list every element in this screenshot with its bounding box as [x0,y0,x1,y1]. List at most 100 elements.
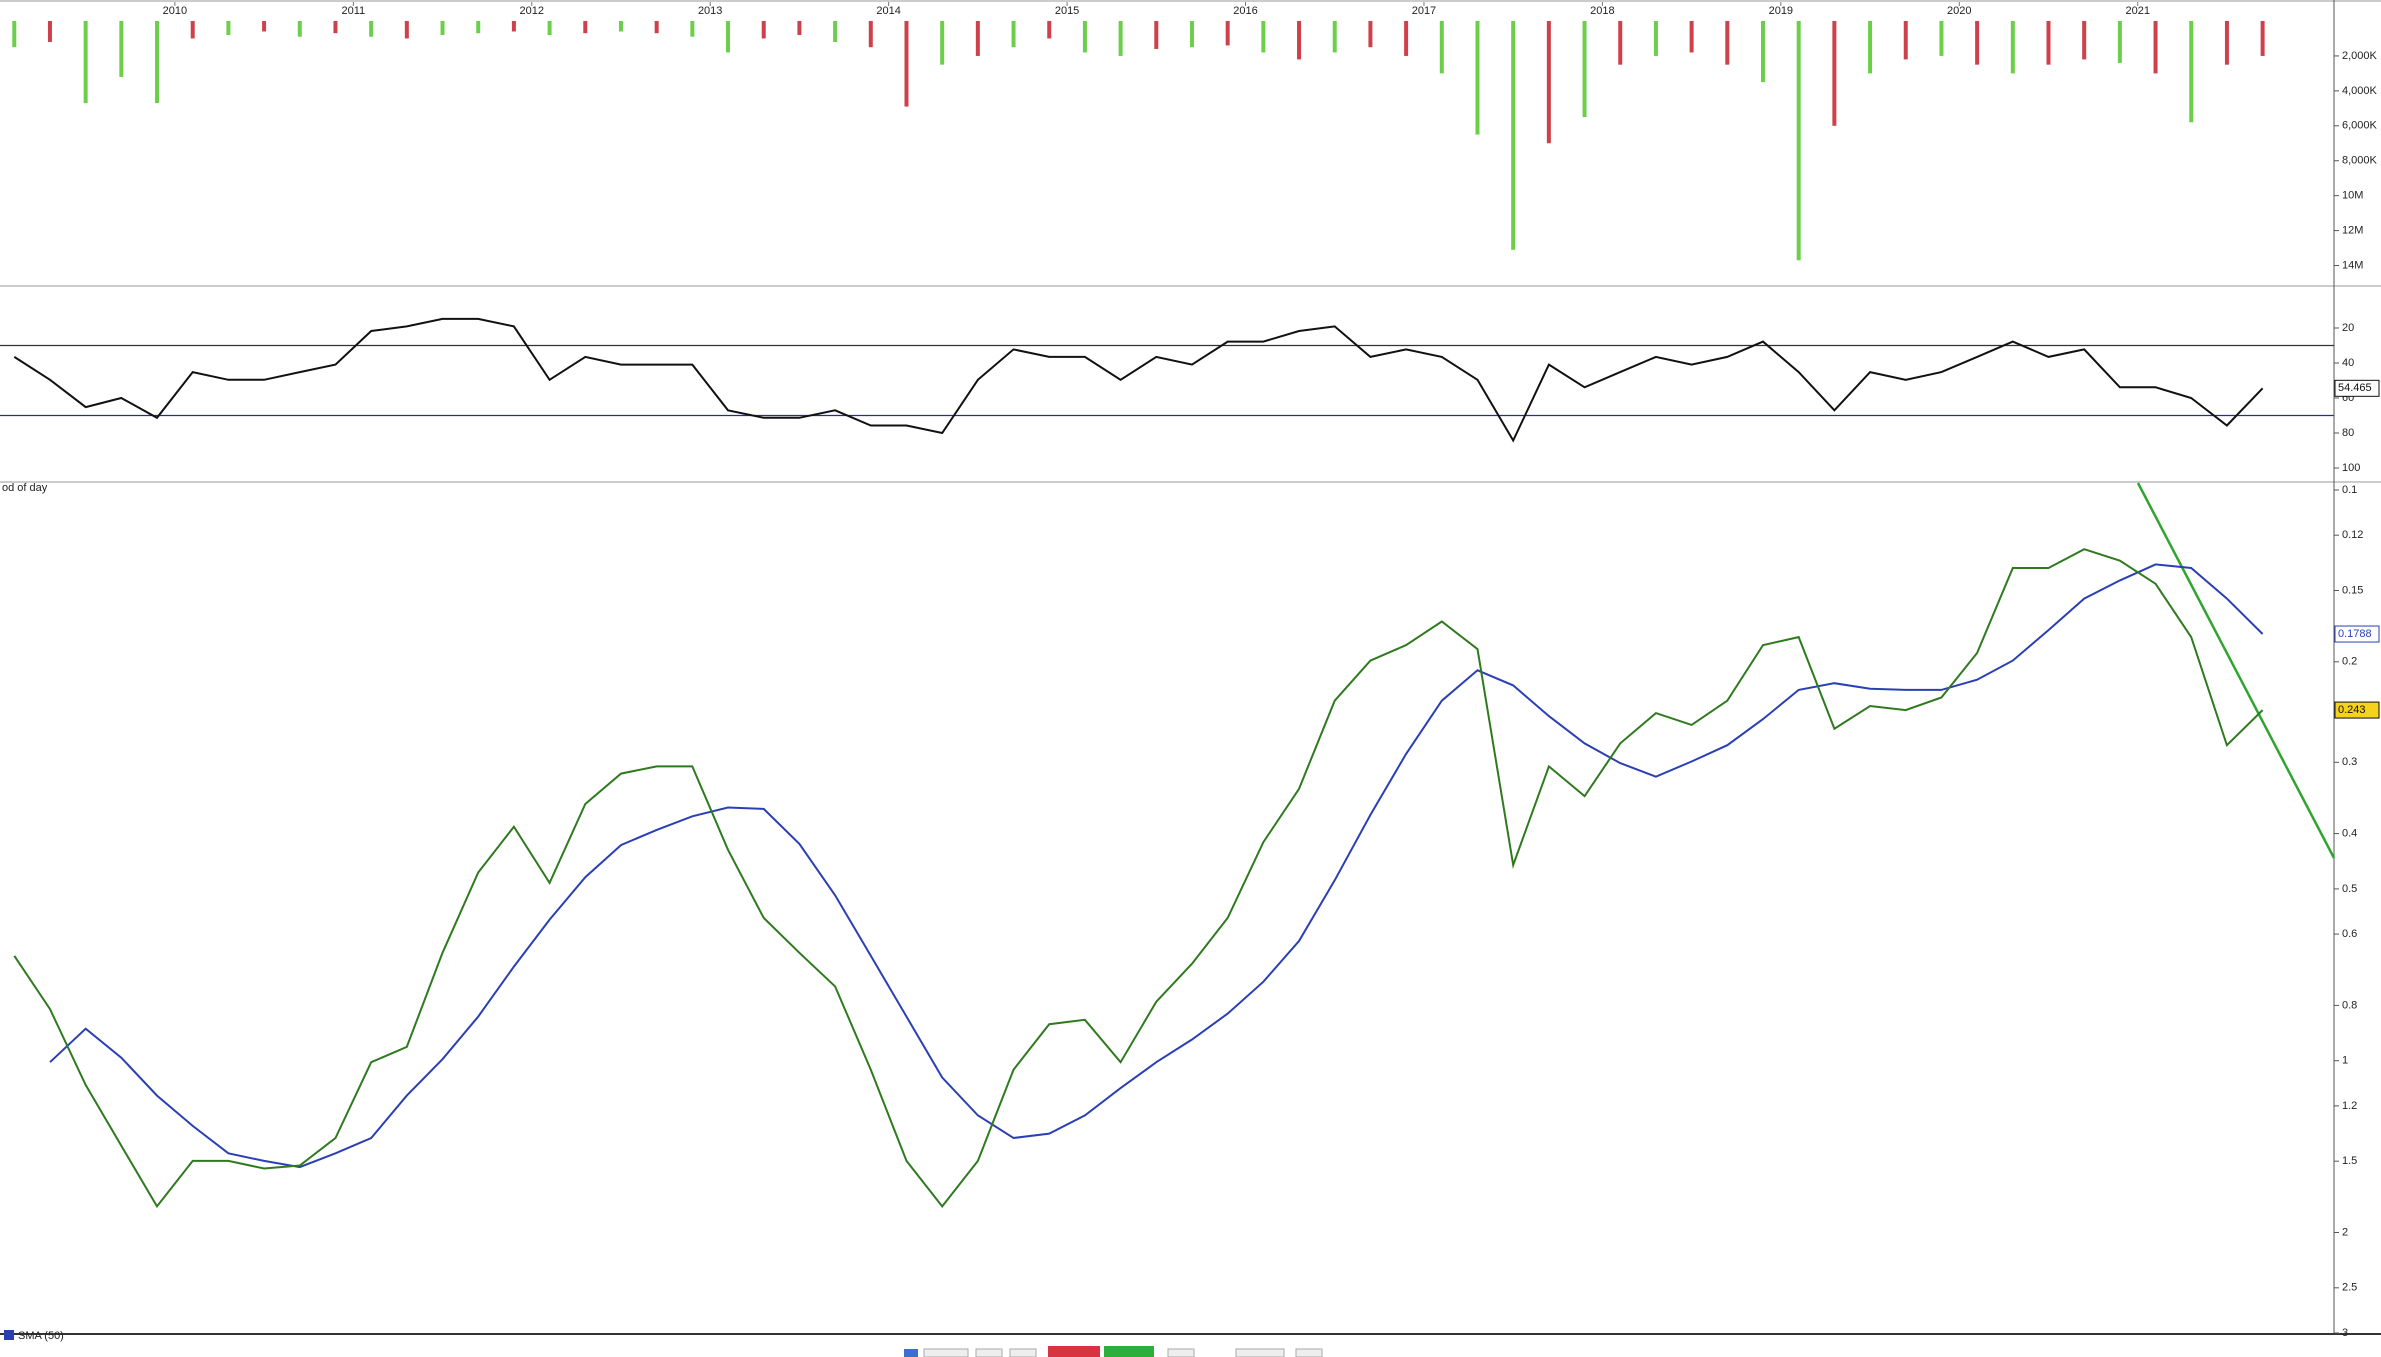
volume-bar [1082,21,1087,53]
volume-bar [1261,21,1266,53]
volume-bar [904,21,909,107]
volume-bar [1689,21,1694,53]
x-tick-label: 2011 [341,5,365,17]
y-tick-label: 8,000K [2342,155,2378,167]
volume-bar [262,21,267,32]
y-tick-label: 0.6 [2342,928,2357,940]
volume-bar [833,21,838,42]
volume-bar [369,21,374,37]
x-tick-label: 2010 [163,5,187,17]
toolbar-button[interactable] [923,1348,969,1357]
y-tick-label: 0.5 [2342,883,2357,895]
volume-bar [2117,21,2122,63]
value-tag: 0.243 [2338,704,2366,716]
volume-bar [2153,21,2158,74]
volume-bar [2189,21,2194,123]
toolbar-button[interactable] [1009,1348,1037,1357]
legend-swatch [4,1330,14,1340]
moving-average-line [49,563,2264,1169]
value-tag-box [2334,625,2380,643]
volume-bar [1225,21,1230,46]
y-tick-label: 4,000K [2342,85,2378,97]
value-tag-box [2334,379,2380,397]
toolbar-button[interactable] [1235,1348,1285,1357]
y-tick-label: 40 [2342,357,2354,369]
x-tick-label: 2013 [698,5,722,17]
x-tick-label: 2021 [2125,5,2149,17]
x-tick-label: 2012 [520,5,544,17]
y-tick-label: 1.5 [2342,1155,2357,1167]
y-tick-label: 0.15 [2342,584,2363,596]
volume-bar [1011,21,1016,48]
volume-bar [547,21,552,35]
chart-annotation: od of day [2,482,48,494]
toolbar-button[interactable] [975,1348,1003,1357]
toolbar-button[interactable] [1167,1348,1195,1357]
volume-bar [155,21,160,104]
y-tick-label: 2 [2342,1226,2348,1238]
oscillator-line [13,317,2264,443]
toolbar [904,1346,1323,1357]
volume-bar [761,21,766,39]
volume-bar [1511,21,1516,250]
y-tick-label: 0.4 [2342,828,2357,840]
volume-bar [1404,21,1409,56]
legend-label: SMA (50) [18,1330,64,1342]
x-tick-label: 2020 [1947,5,1971,17]
volume-bar [690,21,695,37]
volume-bar [1475,21,1480,135]
value-tag: 54.465 [2338,382,2372,394]
volume-bar [797,21,802,35]
volume-bar [618,21,623,32]
volume-bar [1725,21,1730,65]
y-tick-label: 2,000K [2342,50,2378,62]
volume-bar [1618,21,1623,65]
volume-bar [726,21,731,53]
volume-bar [440,21,445,35]
volume-bar [12,21,17,48]
volume-bar [83,21,88,104]
y-tick-label: 0.2 [2342,656,2357,668]
volume-bar [2082,21,2087,60]
volume-bar [583,21,588,34]
y-tick-label: 1 [2342,1055,2348,1067]
volume-bar [2046,21,2051,65]
volume-bar [1975,21,1980,65]
volume-bar [297,21,302,37]
volume-bar [1332,21,1337,53]
y-tick-label: 0.12 [2342,529,2363,541]
y-tick-label: 0.1 [2342,484,2357,496]
volume-bar [654,21,659,34]
toolbar-button[interactable] [1295,1348,1323,1357]
volume-bar [868,21,873,48]
volume-bar [226,21,231,35]
volume-bar [1439,21,1444,74]
volume-bar [2224,21,2229,65]
y-tick-label: 14M [2342,259,2363,271]
toolbar-button[interactable] [904,1349,918,1357]
volume-bar [1653,21,1658,56]
buy-button[interactable] [1104,1346,1154,1357]
volume-bar [1368,21,1373,48]
sell-button[interactable] [1048,1346,1100,1357]
y-tick-label: 80 [2342,427,2354,439]
volume-bar [1118,21,1123,56]
volume-bar [2010,21,2015,74]
x-tick-label: 2019 [1769,5,1793,17]
y-tick-label: 20 [2342,322,2354,334]
y-tick-label: 10M [2342,190,2363,202]
volume-bar [333,21,338,34]
volume-bar [1903,21,1908,60]
volume-bar [511,21,516,32]
volume-bar [940,21,945,65]
price-line [13,548,2264,1209]
volume-bar [1047,21,1052,39]
volume-bar [1546,21,1551,144]
value-tag-box [2334,701,2380,719]
y-tick-label: 0.8 [2342,999,2357,1011]
y-tick-label: 6,000K [2342,120,2378,132]
y-tick-label: 12M [2342,225,2363,237]
volume-bar [190,21,195,39]
y-tick-label: 0.3 [2342,756,2357,768]
